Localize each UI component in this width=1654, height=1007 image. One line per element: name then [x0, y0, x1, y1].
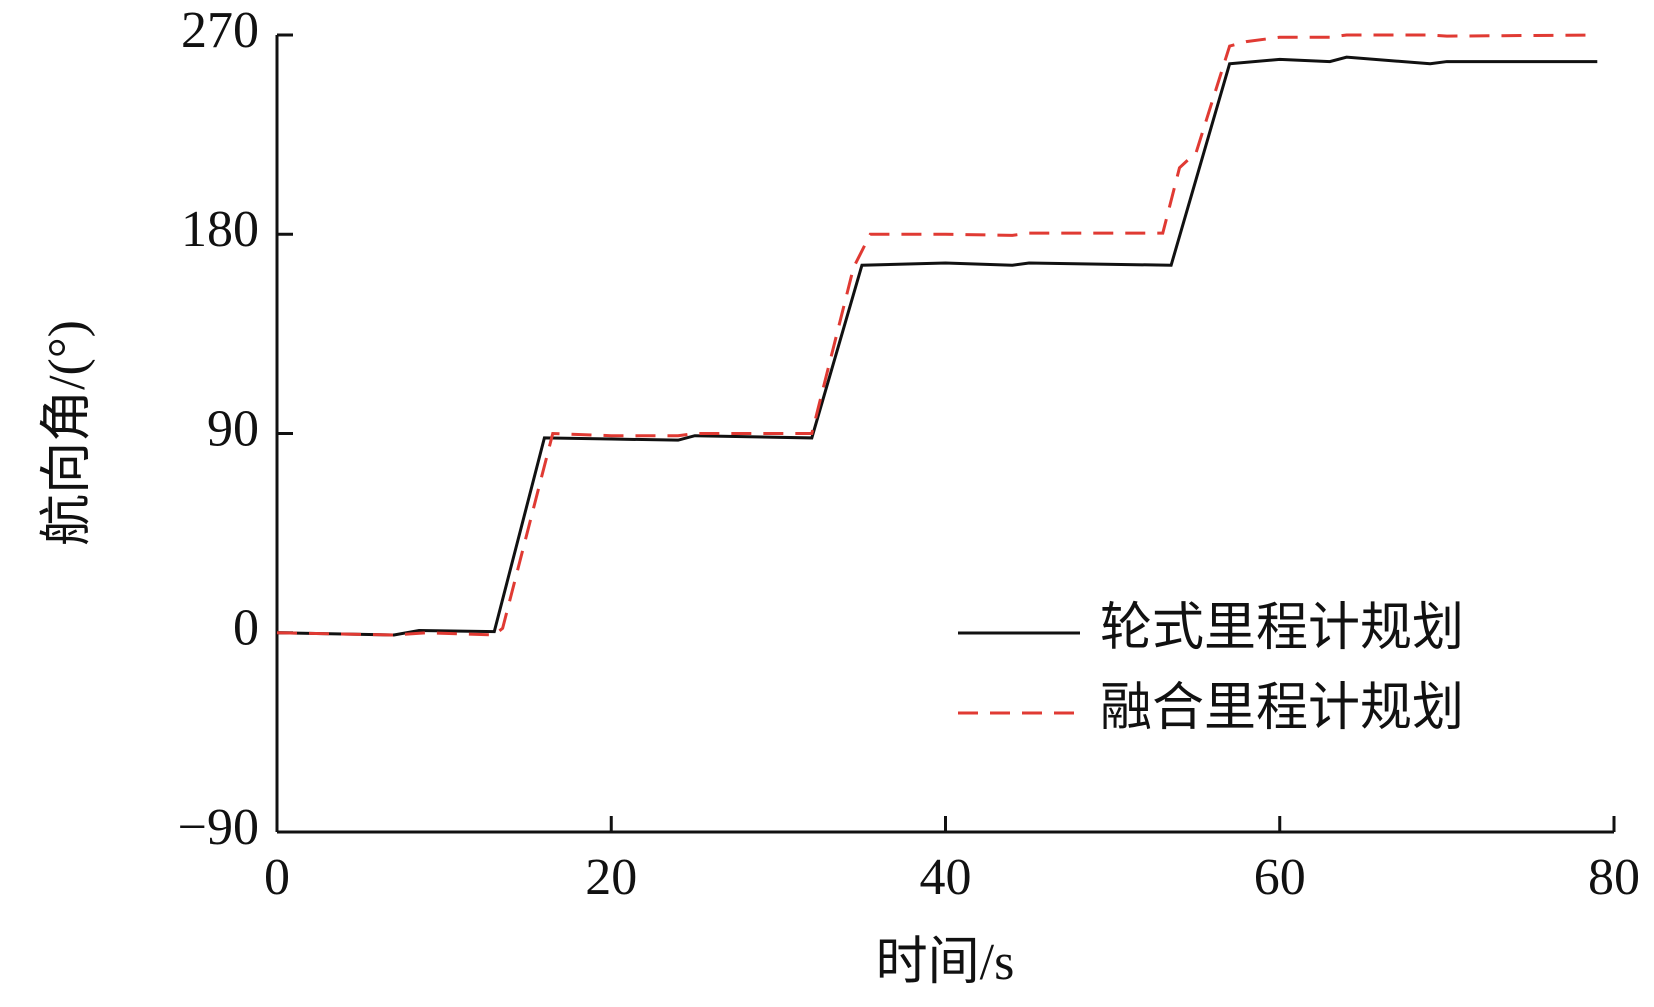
y-tick-label: 90	[207, 400, 259, 457]
legend-label: 融合里程计规划	[1100, 680, 1464, 737]
x-tick-label: 80	[1588, 849, 1640, 906]
x-axis-label: 时间/s	[876, 934, 1015, 991]
x-tick-label: 40	[920, 849, 972, 906]
y-tick-label: 180	[181, 201, 259, 258]
y-tick-label: −90	[178, 799, 259, 856]
legend-label: 轮式里程计规划	[1100, 600, 1464, 657]
x-tick-label: 0	[264, 849, 290, 906]
y-tick-label: 0	[233, 600, 259, 657]
x-tick-label: 20	[585, 849, 637, 906]
x-tick-label: 60	[1254, 849, 1306, 906]
y-axis-label: 航向角/(°)	[39, 320, 96, 546]
series-line	[276, 55, 1598, 637]
y-tick-label: 270	[181, 2, 259, 59]
series-line	[276, 33, 1598, 637]
